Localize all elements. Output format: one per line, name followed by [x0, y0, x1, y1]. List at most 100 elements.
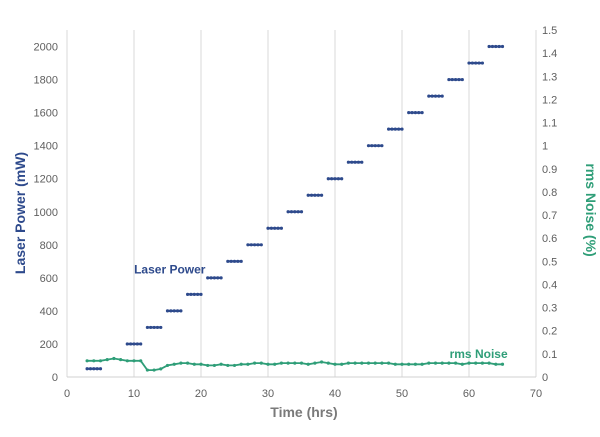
rms-noise-point	[125, 359, 129, 363]
laser-power-point	[229, 259, 233, 263]
y-axis-title: Laser Power (mW)	[12, 152, 28, 274]
laser-power-point	[216, 276, 220, 280]
rms-noise-point	[112, 356, 116, 361]
rms-noise-point	[145, 368, 149, 372]
laser-power-point	[387, 127, 391, 131]
laser-power-point	[159, 325, 163, 330]
rms-noise-point	[467, 361, 471, 365]
y2-axis-title: rms Noise (%)	[583, 163, 599, 256]
rms-noise-point	[132, 359, 136, 363]
y2-tick-label: 0.6	[542, 233, 557, 245]
laser-power-point	[360, 160, 364, 164]
laser-power-point	[450, 77, 454, 82]
laser-power-point	[397, 127, 401, 131]
laser-power-point	[239, 259, 243, 263]
rms-noise-point	[226, 363, 230, 368]
rms-noise-point	[360, 361, 364, 365]
laser-power-point	[155, 325, 160, 330]
laser-power-point	[350, 160, 354, 164]
laser-power-point	[393, 127, 397, 131]
laser-power-point	[494, 44, 498, 49]
rms-noise-point	[454, 361, 458, 365]
laser-power-point	[467, 61, 471, 65]
y-tick-label: 2000	[34, 42, 58, 54]
laser-power-point	[199, 292, 203, 296]
laser-power-point	[333, 177, 337, 181]
rms-noise-point	[246, 362, 250, 366]
laser-power-point	[470, 61, 474, 65]
laser-power-point	[330, 177, 334, 181]
x-tick-label: 60	[463, 388, 475, 400]
laser-power-point	[266, 226, 270, 230]
laser-power-point	[474, 61, 478, 65]
laser-power-point	[85, 367, 89, 371]
y2-tick-label: 1.3	[542, 71, 557, 83]
laser-power-point	[209, 276, 213, 280]
laser-power-point	[420, 111, 424, 115]
laser-power-point	[232, 259, 237, 263]
laser-power-point	[366, 144, 371, 148]
laser-power-point	[246, 243, 250, 247]
laser-power-point	[487, 44, 491, 49]
laser-power-point	[447, 77, 451, 82]
laser-power-point	[132, 342, 136, 346]
y-tick-label: 800	[40, 240, 58, 252]
rms-noise-point	[487, 361, 491, 365]
y2-tick-label: 0.8	[542, 187, 557, 199]
y2-tick-label: 1.1	[542, 118, 557, 130]
laser-power-point	[497, 44, 501, 49]
rms-noise-point	[105, 358, 109, 362]
laser-power-point	[460, 77, 464, 82]
laser-power-point	[356, 160, 361, 164]
laser-power-point	[186, 292, 190, 296]
laser-power-point	[380, 144, 384, 148]
laser-power-point	[390, 127, 394, 131]
laser-power-point	[437, 94, 441, 98]
y2-tick-label: 0.5	[542, 256, 557, 268]
rms-noise-point	[340, 362, 344, 366]
laser-power-point	[413, 111, 417, 115]
laser-power-point	[175, 309, 180, 313]
y2-tick-label: 0.9	[542, 164, 557, 176]
x-tick-label: 0	[64, 388, 70, 400]
laser-power-point	[309, 193, 314, 197]
rms-noise-point	[420, 362, 424, 366]
x-tick-label: 10	[128, 388, 140, 400]
x-tick-label: 40	[329, 388, 341, 400]
laser-power-point	[326, 177, 330, 181]
rms-noise-point	[387, 361, 391, 365]
laser-power-point	[376, 144, 381, 148]
y2-tick-label: 1.4	[542, 48, 557, 60]
rms-noise-point	[440, 361, 444, 365]
laser-power-point	[226, 259, 230, 263]
rms-noise-point	[494, 362, 498, 366]
laser-power-point	[256, 243, 260, 247]
y2-tick-label: 0.2	[542, 326, 557, 338]
rms-noise-point	[293, 361, 297, 365]
laser-power-point	[320, 193, 324, 197]
laser-power-point	[373, 144, 377, 148]
rms-noise-point	[279, 361, 283, 365]
laser-power-point	[206, 276, 210, 280]
laser-power-point	[253, 243, 257, 247]
rms-noise-point	[139, 359, 143, 363]
rms-noise-point	[380, 361, 384, 365]
rms-noise-point	[400, 362, 404, 366]
rms-noise-point	[239, 362, 243, 366]
rms-noise-point	[199, 362, 203, 366]
y2-tick-label: 0.3	[542, 303, 557, 315]
laser-power-point	[145, 325, 149, 330]
y-tick-label: 1000	[34, 207, 58, 219]
y-tick-label: 200	[40, 339, 58, 351]
laser-power-point	[165, 309, 170, 313]
laser-power-point	[430, 94, 434, 98]
laser-power-point	[219, 276, 223, 280]
y2-tick-label: 0	[542, 372, 548, 384]
laser-power-point	[139, 342, 143, 346]
rms-noise-point	[98, 359, 103, 363]
laser-power-point	[279, 226, 283, 230]
laser-power-point	[433, 94, 438, 98]
rms-noise-point	[373, 361, 377, 365]
laser-power-point	[296, 210, 300, 214]
